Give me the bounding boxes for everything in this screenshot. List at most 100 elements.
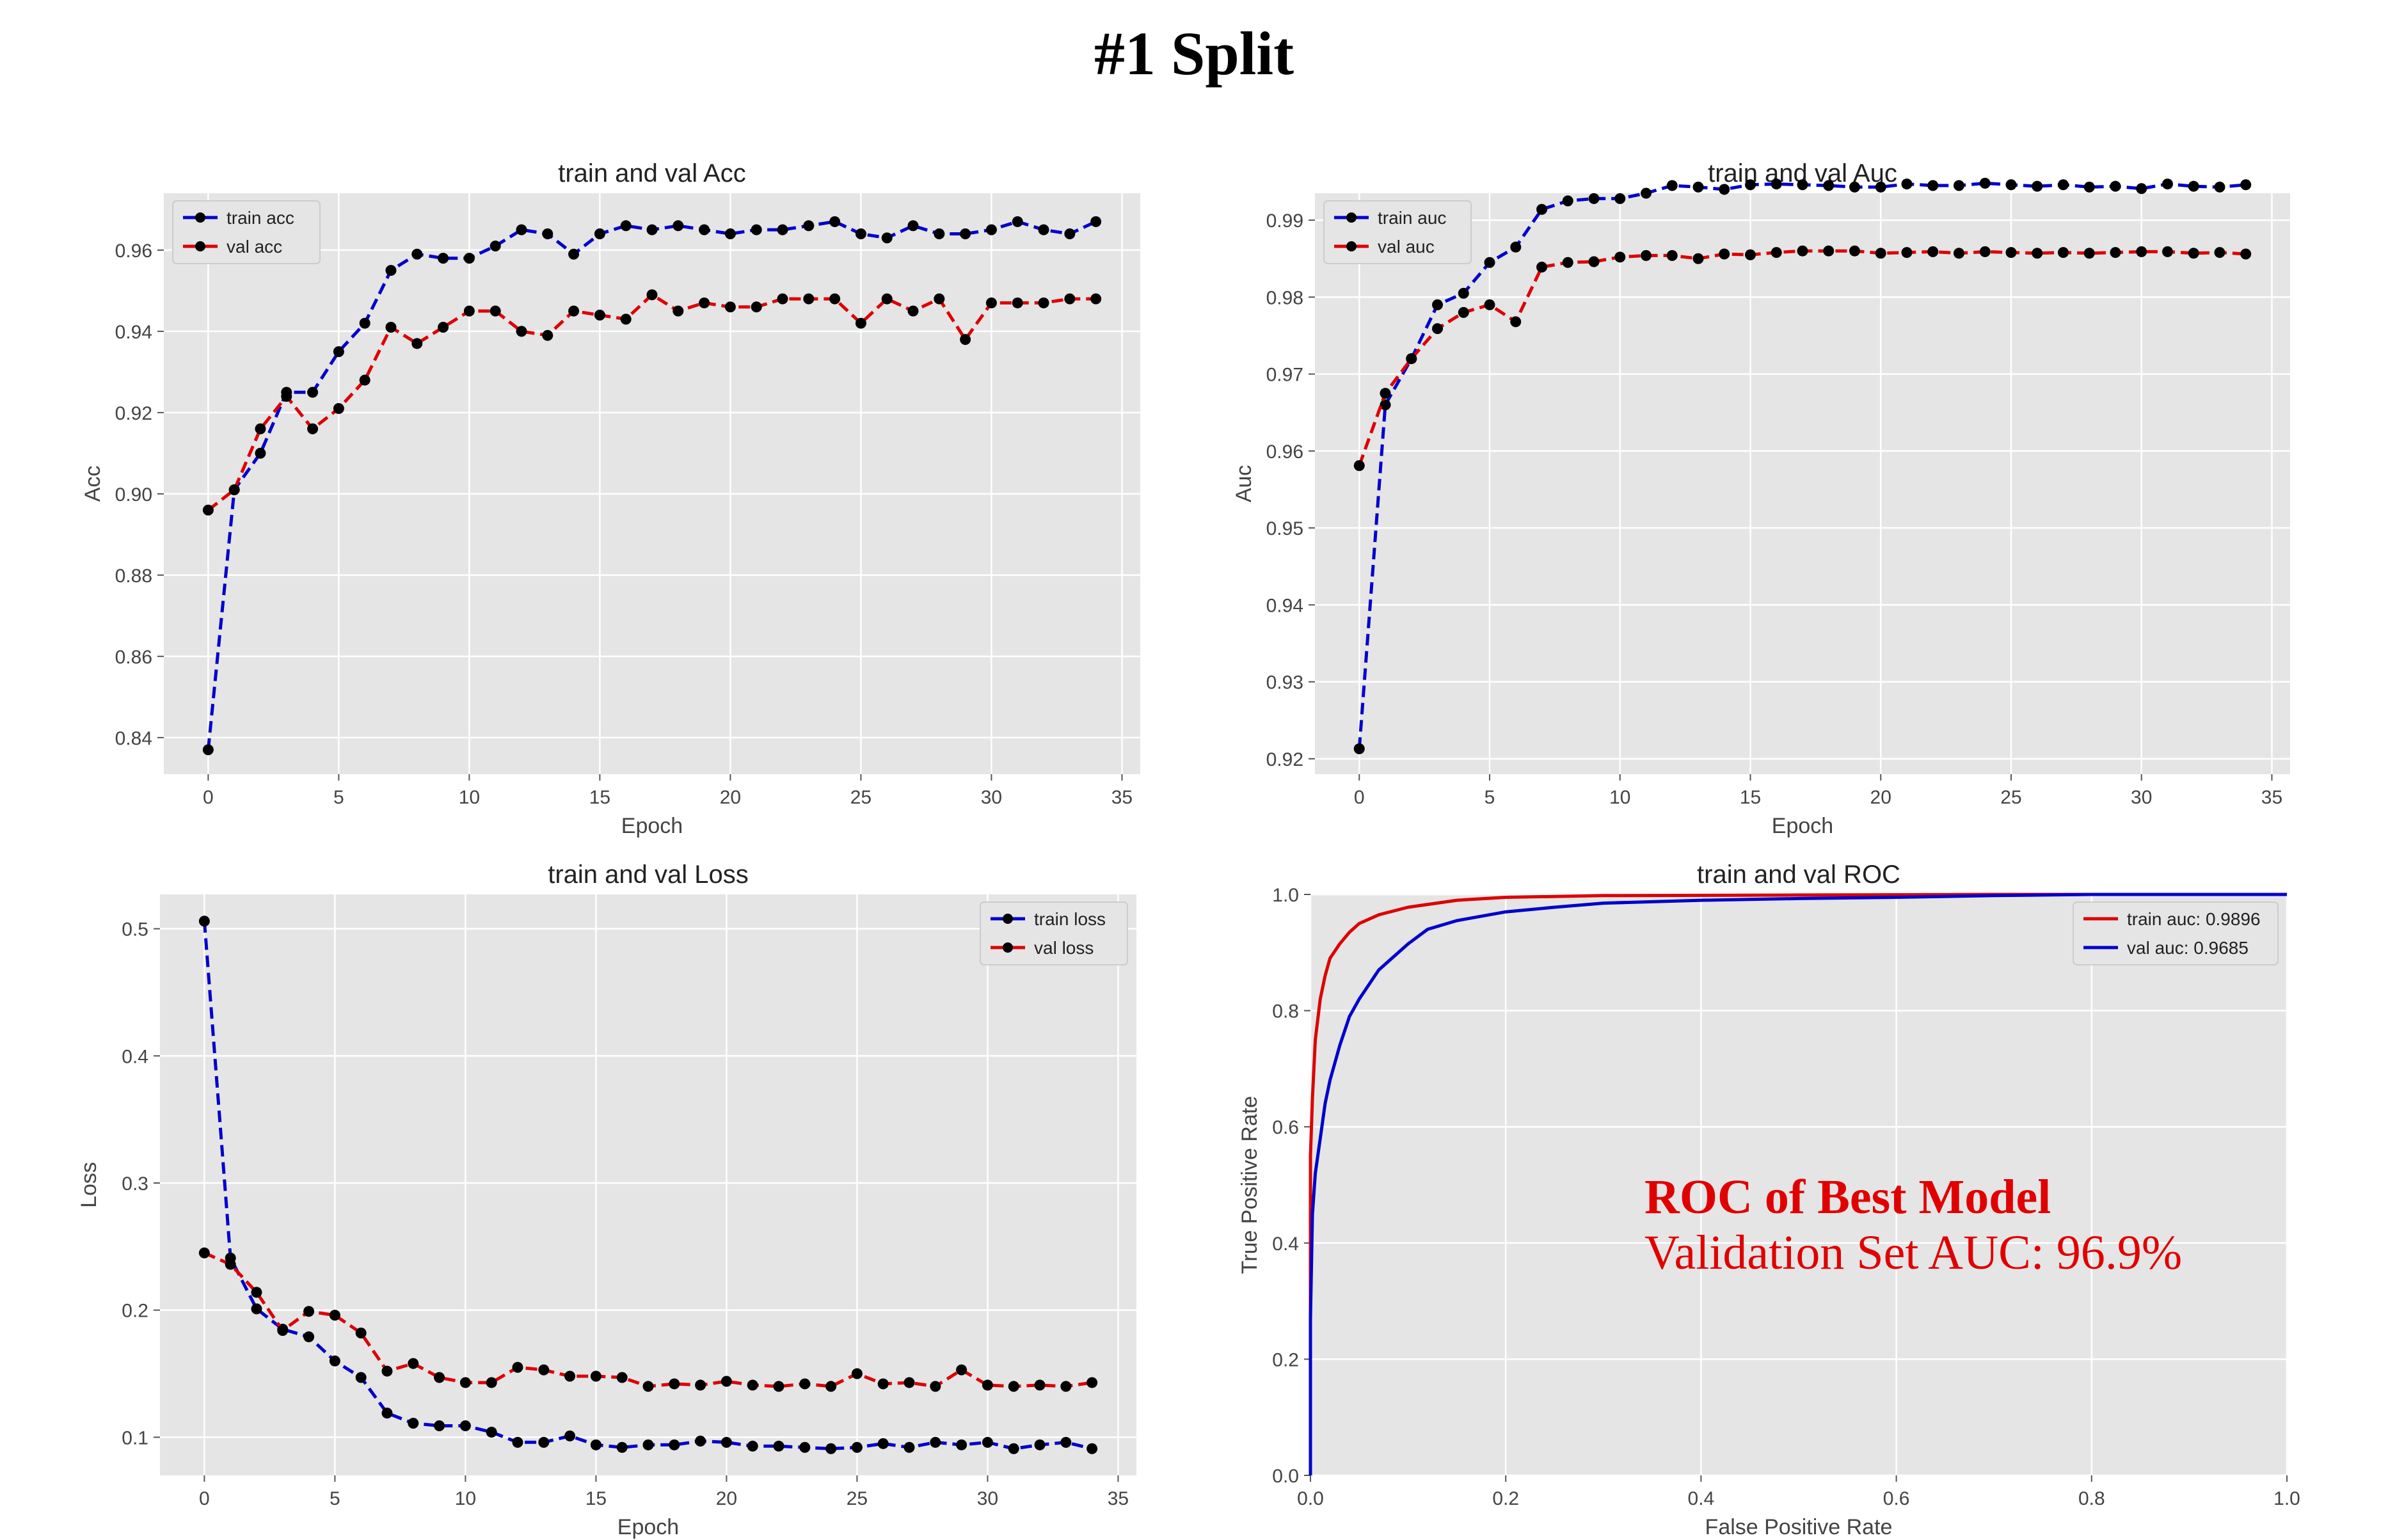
x-tick-label: 5 bbox=[1485, 787, 1495, 808]
roc-annotation-heading: ROC of Best Model bbox=[1644, 1170, 2051, 1224]
data-point bbox=[956, 1364, 967, 1376]
data-point bbox=[490, 305, 501, 317]
chart-panel-3: 0 5 10 15 20 25 30 35 0.1 0.2 0.3 0.4 0.5 train and v… bbox=[77, 861, 1136, 1539]
data-point bbox=[1484, 299, 1495, 310]
y-tick-label: 0.95 bbox=[1266, 518, 1303, 539]
x-axis-label: Epoch bbox=[617, 1515, 679, 1539]
data-point bbox=[255, 447, 266, 459]
data-point bbox=[1927, 246, 1939, 257]
data-point bbox=[799, 1441, 811, 1453]
data-point bbox=[669, 1378, 680, 1390]
data-point bbox=[1012, 297, 1023, 308]
x-tick-label: 15 bbox=[589, 787, 610, 808]
x-tick-label: 35 bbox=[1111, 787, 1133, 808]
data-point bbox=[903, 1441, 915, 1453]
data-point bbox=[616, 1372, 628, 1383]
y-tick-label: 0.99 bbox=[1266, 210, 1303, 232]
data-point bbox=[251, 1303, 262, 1315]
data-point bbox=[2005, 247, 2017, 258]
data-point bbox=[855, 317, 866, 329]
legend-box bbox=[2073, 901, 2279, 965]
data-point bbox=[490, 241, 501, 252]
data-point bbox=[564, 1430, 576, 1441]
x-tick-label: 5 bbox=[330, 1488, 340, 1509]
data-point bbox=[1034, 1439, 1046, 1450]
legend-marker bbox=[195, 212, 205, 223]
data-point bbox=[1008, 1381, 1019, 1392]
data-point bbox=[1771, 247, 1782, 258]
data-point bbox=[1064, 293, 1076, 305]
y-tick-label: 0.97 bbox=[1266, 365, 1303, 386]
data-point bbox=[851, 1441, 863, 1453]
data-point bbox=[1849, 181, 1860, 193]
data-point bbox=[1406, 353, 1417, 365]
data-point bbox=[620, 314, 632, 325]
x-axis-label: Epoch bbox=[621, 814, 683, 838]
data-point bbox=[2214, 247, 2225, 258]
chart-panel-2: 0 5 10 15 20 25 30 35 0.92 0.93 0.94 0.95 0.96 0.97 0.… bbox=[1232, 159, 2290, 838]
data-point bbox=[590, 1370, 601, 1382]
data-point bbox=[982, 1436, 993, 1448]
data-point bbox=[903, 1377, 915, 1388]
data-point bbox=[333, 403, 344, 415]
data-point bbox=[568, 248, 580, 260]
plot-area bbox=[164, 193, 1140, 774]
data-point bbox=[1719, 248, 1730, 260]
data-point bbox=[1087, 1377, 1098, 1388]
data-point bbox=[1927, 180, 1939, 191]
data-point bbox=[1353, 743, 1365, 754]
legend-label: train auc bbox=[1378, 208, 1446, 228]
data-point bbox=[2188, 180, 2199, 192]
data-point bbox=[2005, 179, 2017, 191]
legend-marker bbox=[1346, 212, 1357, 223]
data-point bbox=[1692, 181, 1704, 193]
data-point bbox=[673, 305, 684, 317]
data-point bbox=[1090, 293, 1102, 305]
data-point bbox=[803, 220, 815, 232]
data-point bbox=[829, 216, 841, 227]
y-tick-label: 0.4 bbox=[122, 1046, 148, 1067]
data-point bbox=[355, 1327, 367, 1338]
data-point bbox=[542, 228, 553, 239]
data-point bbox=[198, 1247, 210, 1258]
data-point bbox=[1087, 1443, 1098, 1454]
data-point bbox=[1666, 180, 1678, 191]
data-point bbox=[695, 1435, 706, 1447]
data-point bbox=[1614, 251, 1626, 263]
x-tick-label: 1.0 bbox=[2273, 1488, 2300, 1509]
data-point bbox=[699, 297, 710, 308]
data-point bbox=[1510, 316, 1522, 328]
data-point bbox=[956, 1439, 967, 1450]
y-tick-label: 0.5 bbox=[122, 919, 148, 941]
x-tick-label: 0 bbox=[203, 787, 214, 808]
data-point bbox=[411, 338, 423, 349]
data-point bbox=[411, 248, 423, 260]
data-point bbox=[1719, 184, 1730, 195]
x-tick-label: 5 bbox=[333, 787, 344, 808]
data-point bbox=[1901, 179, 1913, 190]
data-point bbox=[2110, 247, 2121, 258]
data-point bbox=[1745, 179, 1756, 191]
data-point bbox=[1901, 247, 1913, 258]
data-point bbox=[724, 228, 736, 239]
data-point bbox=[277, 1324, 289, 1336]
legend-marker bbox=[1346, 241, 1357, 251]
plot-area bbox=[1315, 193, 2290, 774]
chart-panel-4: 0.0 0.2 0.4 0.6 0.8 1.0 0.0 0.2 0.4 0.6 0.8 1.0 trai… bbox=[1238, 861, 2300, 1539]
data-point bbox=[1849, 245, 1860, 257]
data-point bbox=[2240, 179, 2252, 191]
y-tick-label: 0.94 bbox=[1266, 595, 1303, 616]
y-tick-label: 1.0 bbox=[1272, 885, 1299, 906]
data-point bbox=[1666, 250, 1678, 261]
data-point bbox=[851, 1368, 863, 1379]
data-point bbox=[1064, 228, 1076, 239]
y-tick-label: 0.98 bbox=[1266, 287, 1303, 308]
x-axis-label: False Positive Rate bbox=[1705, 1515, 1893, 1539]
chart-title: train and val Loss bbox=[548, 861, 749, 889]
data-point bbox=[281, 390, 292, 402]
roc-annotation-text: Validation Set AUC: 96.9% bbox=[1644, 1226, 2182, 1280]
data-point bbox=[825, 1443, 837, 1454]
data-point bbox=[2057, 247, 2069, 258]
data-point bbox=[825, 1381, 837, 1392]
data-point bbox=[724, 301, 736, 313]
